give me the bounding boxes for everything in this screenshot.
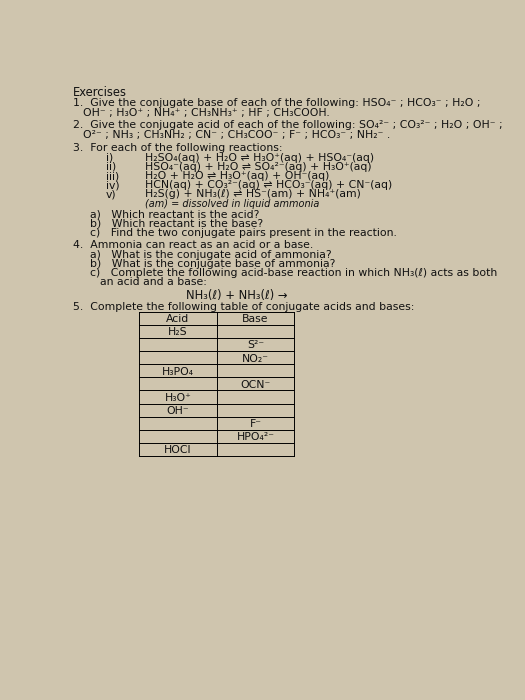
Text: ii): ii) — [106, 162, 116, 172]
Text: Exercises: Exercises — [74, 86, 128, 99]
Text: H₂SO₄(aq) + H₂O ⇌ H₃O⁺(aq) + HSO₄⁻(aq): H₂SO₄(aq) + H₂O ⇌ H₃O⁺(aq) + HSO₄⁻(aq) — [145, 153, 374, 162]
Text: c)   Complete the following acid-base reaction in which NH₃(ℓ) acts as both: c) Complete the following acid-base reac… — [90, 268, 498, 278]
Text: (am) = dissolved in liquid ammonia: (am) = dissolved in liquid ammonia — [145, 199, 319, 209]
Text: H₃PO₄: H₃PO₄ — [162, 367, 194, 377]
Text: HPO₄²⁻: HPO₄²⁻ — [236, 432, 275, 442]
Text: NO₂⁻: NO₂⁻ — [242, 354, 269, 363]
Text: 2.  Give the conjugate acid of each of the following: SO₄²⁻ ; CO₃²⁻ ; H₂O ; OH⁻ : 2. Give the conjugate acid of each of th… — [74, 120, 503, 130]
Text: HOCl: HOCl — [164, 445, 192, 455]
Text: 1.  Give the conjugate base of each of the following: HSO₄⁻ ; HCO₃⁻ ; H₂O ;: 1. Give the conjugate base of each of th… — [74, 98, 481, 108]
Text: b)   Which reactant is the base?: b) Which reactant is the base? — [90, 218, 264, 229]
Text: 5.  Complete the following table of conjugate acids and bases:: 5. Complete the following table of conju… — [74, 302, 415, 312]
Text: OH⁻ ; H₃O⁺ ; NH₄⁺ ; CH₃NH₃⁺ ; HF ; CH₃COOH.: OH⁻ ; H₃O⁺ ; NH₄⁺ ; CH₃NH₃⁺ ; HF ; CH₃CO… — [82, 108, 329, 118]
Text: HCN(aq) + CO₃²⁻(aq) ⇌ HCO₃⁻(aq) + CN⁻(aq): HCN(aq) + CO₃²⁻(aq) ⇌ HCO₃⁻(aq) + CN⁻(aq… — [145, 180, 392, 190]
Text: OH⁻: OH⁻ — [167, 406, 190, 416]
Text: NH₃(ℓ) + NH₃(ℓ) →: NH₃(ℓ) + NH₃(ℓ) → — [186, 289, 287, 302]
Text: iv): iv) — [106, 180, 120, 190]
Text: i): i) — [106, 153, 113, 162]
Text: c)   Find the two conjugate pairs present in the reaction.: c) Find the two conjugate pairs present … — [90, 228, 397, 238]
Text: a)   What is the conjugate acid of ammonia?: a) What is the conjugate acid of ammonia… — [90, 250, 332, 260]
Text: OCN⁻: OCN⁻ — [240, 379, 270, 390]
Text: H₂S: H₂S — [168, 328, 188, 337]
Text: H₂S(g) + NH₃(ℓ) ⇌ HS⁻(am) + NH₄⁺(am): H₂S(g) + NH₃(ℓ) ⇌ HS⁻(am) + NH₄⁺(am) — [145, 190, 361, 200]
Text: H₃O⁺: H₃O⁺ — [164, 393, 192, 402]
Text: H₂O + H₂O ⇌ H₃O⁺(aq) + OH⁻(aq): H₂O + H₂O ⇌ H₃O⁺(aq) + OH⁻(aq) — [145, 171, 329, 181]
Text: O²⁻ ; NH₃ ; CH₃NH₂ ; CN⁻ ; CH₃COO⁻ ; F⁻ ; HCO₃⁻ ; NH₂⁻ .: O²⁻ ; NH₃ ; CH₃NH₂ ; CN⁻ ; CH₃COO⁻ ; F⁻ … — [82, 130, 390, 140]
Text: S²⁻: S²⁻ — [247, 340, 264, 351]
Text: iii): iii) — [106, 171, 119, 181]
Text: a)   Which reactant is the acid?: a) Which reactant is the acid? — [90, 209, 260, 220]
Text: Acid: Acid — [166, 314, 190, 324]
Text: HSO₄⁻(aq) + H₂O ⇌ SO₄²⁻(aq) + H₃O⁺(aq): HSO₄⁻(aq) + H₂O ⇌ SO₄²⁻(aq) + H₃O⁺(aq) — [145, 162, 371, 172]
Text: v): v) — [106, 190, 117, 200]
Text: 4.  Ammonia can react as an acid or a base.: 4. Ammonia can react as an acid or a bas… — [74, 240, 313, 251]
Text: Base: Base — [242, 314, 269, 324]
Text: F⁻: F⁻ — [249, 419, 261, 429]
Text: 3.  For each of the following reactions:: 3. For each of the following reactions: — [74, 143, 283, 153]
Text: b)   What is the conjugate base of ammonia?: b) What is the conjugate base of ammonia… — [90, 259, 336, 269]
Text: an acid and a base:: an acid and a base: — [100, 277, 207, 287]
